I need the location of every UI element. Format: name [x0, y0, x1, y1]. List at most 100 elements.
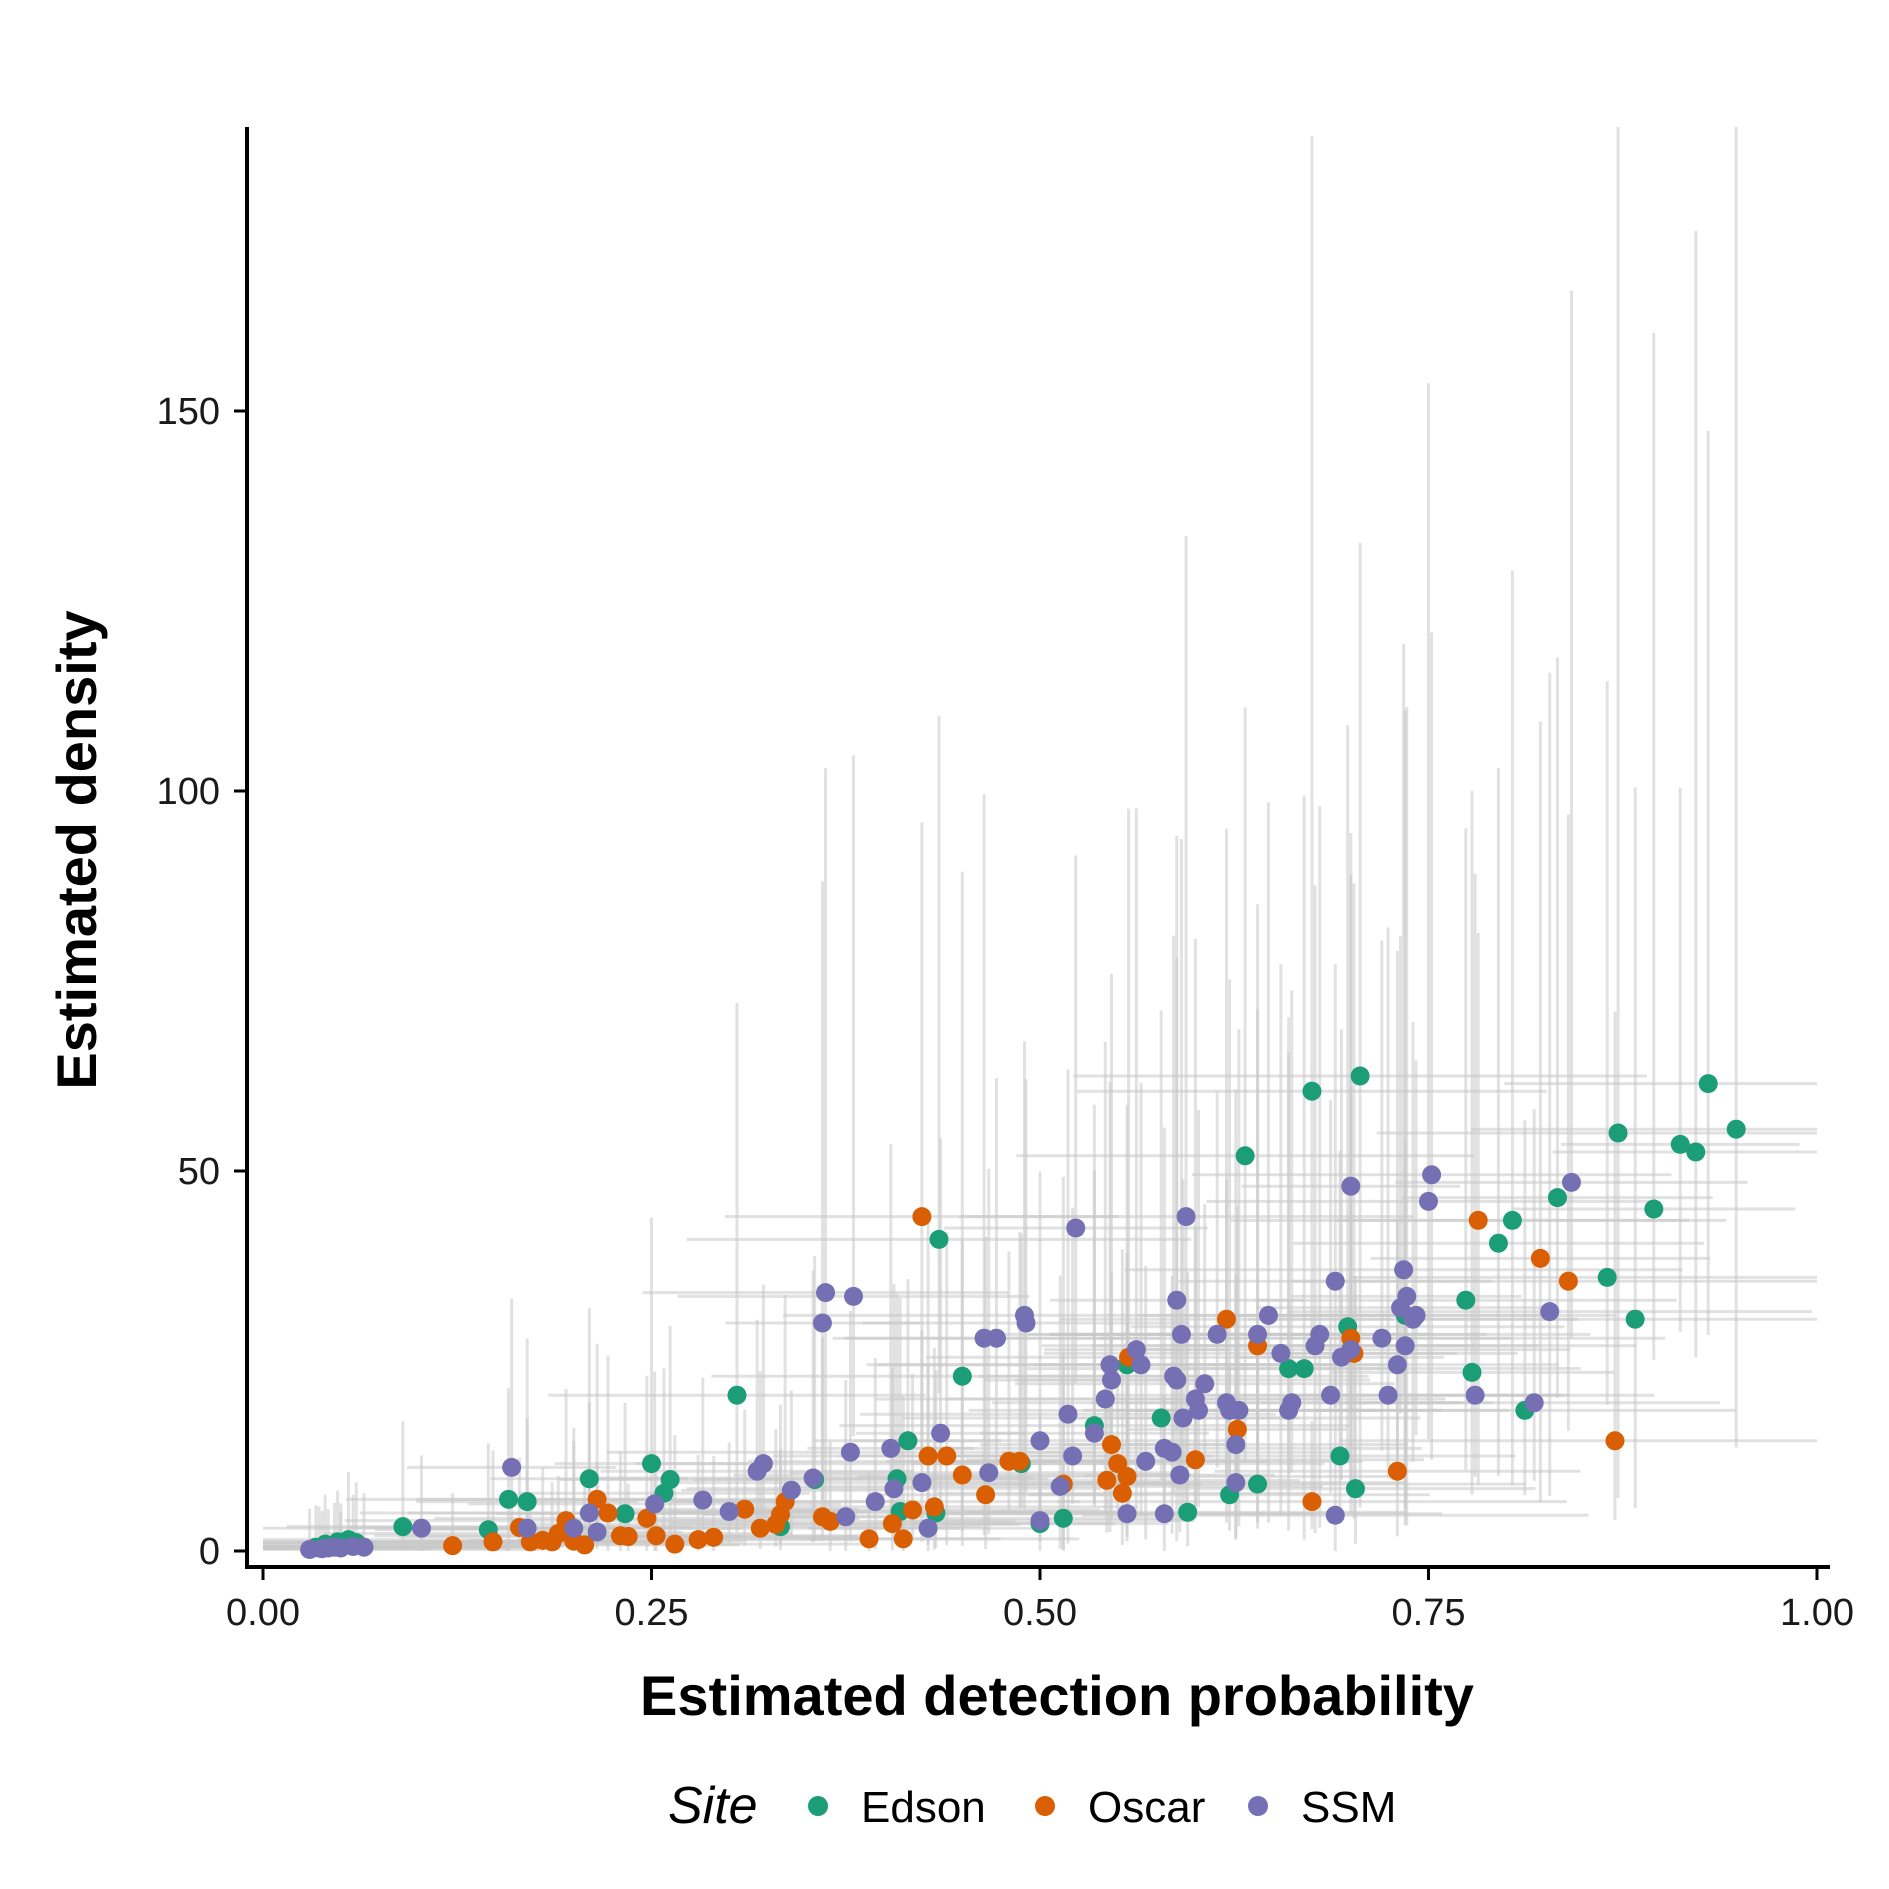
point-ssm [781, 1480, 801, 1500]
point-ssm [1167, 1370, 1187, 1390]
point-ssm [1170, 1465, 1190, 1485]
point-ssm [412, 1518, 432, 1538]
point-edson [1294, 1359, 1314, 1379]
point-edson [1547, 1188, 1567, 1208]
point-ssm [836, 1507, 856, 1527]
point-ssm [1341, 1176, 1361, 1196]
point-ssm [1207, 1324, 1227, 1344]
point-ssm [840, 1442, 860, 1462]
point-ssm [1058, 1404, 1078, 1424]
points-layer [300, 1066, 1746, 1559]
point-ssm [912, 1473, 932, 1493]
point-oscar [598, 1503, 618, 1523]
point-oscar [646, 1526, 666, 1546]
point-ssm [517, 1518, 537, 1538]
point-ssm [884, 1479, 904, 1499]
point-ssm [1372, 1328, 1392, 1348]
point-ssm [1395, 1336, 1415, 1356]
y-tick-label: 100 [157, 771, 220, 813]
point-oscar [1112, 1483, 1132, 1503]
point-oscar [976, 1485, 996, 1505]
point-ssm [1066, 1218, 1086, 1238]
point-ssm [1154, 1504, 1174, 1524]
point-ssm [1271, 1343, 1291, 1363]
point-ssm [502, 1457, 522, 1477]
point-ssm [753, 1454, 773, 1474]
x-tick-label: 0.75 [1392, 1592, 1466, 1634]
point-ssm [1189, 1400, 1209, 1420]
point-ssm [1226, 1473, 1246, 1493]
point-oscar [1101, 1435, 1121, 1455]
legend-label-oscar: Oscar [1088, 1783, 1205, 1832]
y-tick-label: 0 [199, 1531, 220, 1573]
point-oscar [1530, 1248, 1550, 1268]
point-ssm [1394, 1260, 1414, 1280]
point-edson [1330, 1446, 1350, 1466]
point-ssm [354, 1537, 374, 1557]
point-oscar [820, 1511, 840, 1531]
point-oscar [952, 1465, 972, 1485]
point-ssm [1524, 1393, 1544, 1413]
point-ssm [986, 1328, 1006, 1348]
point-ssm [1341, 1340, 1361, 1360]
x-tick-label: 1.00 [1780, 1592, 1854, 1634]
point-oscar [937, 1446, 957, 1466]
point-oscar [1185, 1450, 1205, 1470]
point-edson [1726, 1119, 1746, 1139]
point-edson [1053, 1508, 1073, 1528]
point-edson [1345, 1479, 1365, 1499]
error-bars-layer [263, 127, 1817, 1551]
point-edson [929, 1229, 949, 1249]
point-oscar [859, 1529, 879, 1549]
x-tick-label: 0.25 [615, 1592, 689, 1634]
point-edson [898, 1431, 918, 1451]
point-oscar [1227, 1419, 1247, 1439]
point-oscar [1097, 1470, 1117, 1490]
point-ssm [719, 1501, 739, 1521]
point-edson [1488, 1233, 1508, 1253]
point-ssm [645, 1494, 665, 1514]
y-tick-label: 150 [157, 391, 220, 433]
point-edson [1644, 1199, 1664, 1219]
point-oscar [637, 1508, 657, 1528]
point-edson [1670, 1134, 1690, 1154]
point-ssm [1248, 1324, 1268, 1344]
point-ssm [1321, 1385, 1341, 1405]
point-ssm [1195, 1374, 1215, 1394]
point-oscar [483, 1532, 503, 1552]
point-oscar [1558, 1271, 1578, 1291]
point-ssm [579, 1503, 599, 1523]
point-oscar [1216, 1309, 1236, 1329]
point-edson [1698, 1074, 1718, 1094]
point-ssm [1063, 1446, 1083, 1466]
point-oscar [1302, 1492, 1322, 1512]
point-edson [615, 1504, 635, 1524]
point-edson [1279, 1359, 1299, 1379]
point-ssm [1084, 1423, 1104, 1443]
point-ssm [1050, 1476, 1070, 1496]
point-ssm [1406, 1305, 1426, 1325]
point-oscar [924, 1497, 944, 1517]
point-ssm [1173, 1408, 1193, 1428]
x-tick-label: 0.00 [226, 1592, 300, 1634]
point-edson [1350, 1066, 1370, 1086]
point-ssm [1282, 1393, 1302, 1413]
point-oscar [918, 1446, 938, 1466]
point-ssm [1387, 1355, 1407, 1375]
point-edson [1302, 1081, 1322, 1101]
point-ssm [1095, 1389, 1115, 1409]
point-ssm [1171, 1324, 1191, 1344]
point-ssm [979, 1463, 999, 1483]
point-ssm [1465, 1385, 1485, 1405]
point-ssm [1030, 1431, 1050, 1451]
point-oscar [618, 1527, 638, 1547]
point-oscar [704, 1527, 724, 1547]
point-oscar [688, 1530, 708, 1550]
point-edson [393, 1517, 413, 1537]
point-oscar [882, 1514, 902, 1534]
point-ssm [1422, 1165, 1442, 1185]
point-ssm [881, 1438, 901, 1458]
point-oscar [1468, 1210, 1488, 1230]
point-ssm [1419, 1191, 1438, 1211]
